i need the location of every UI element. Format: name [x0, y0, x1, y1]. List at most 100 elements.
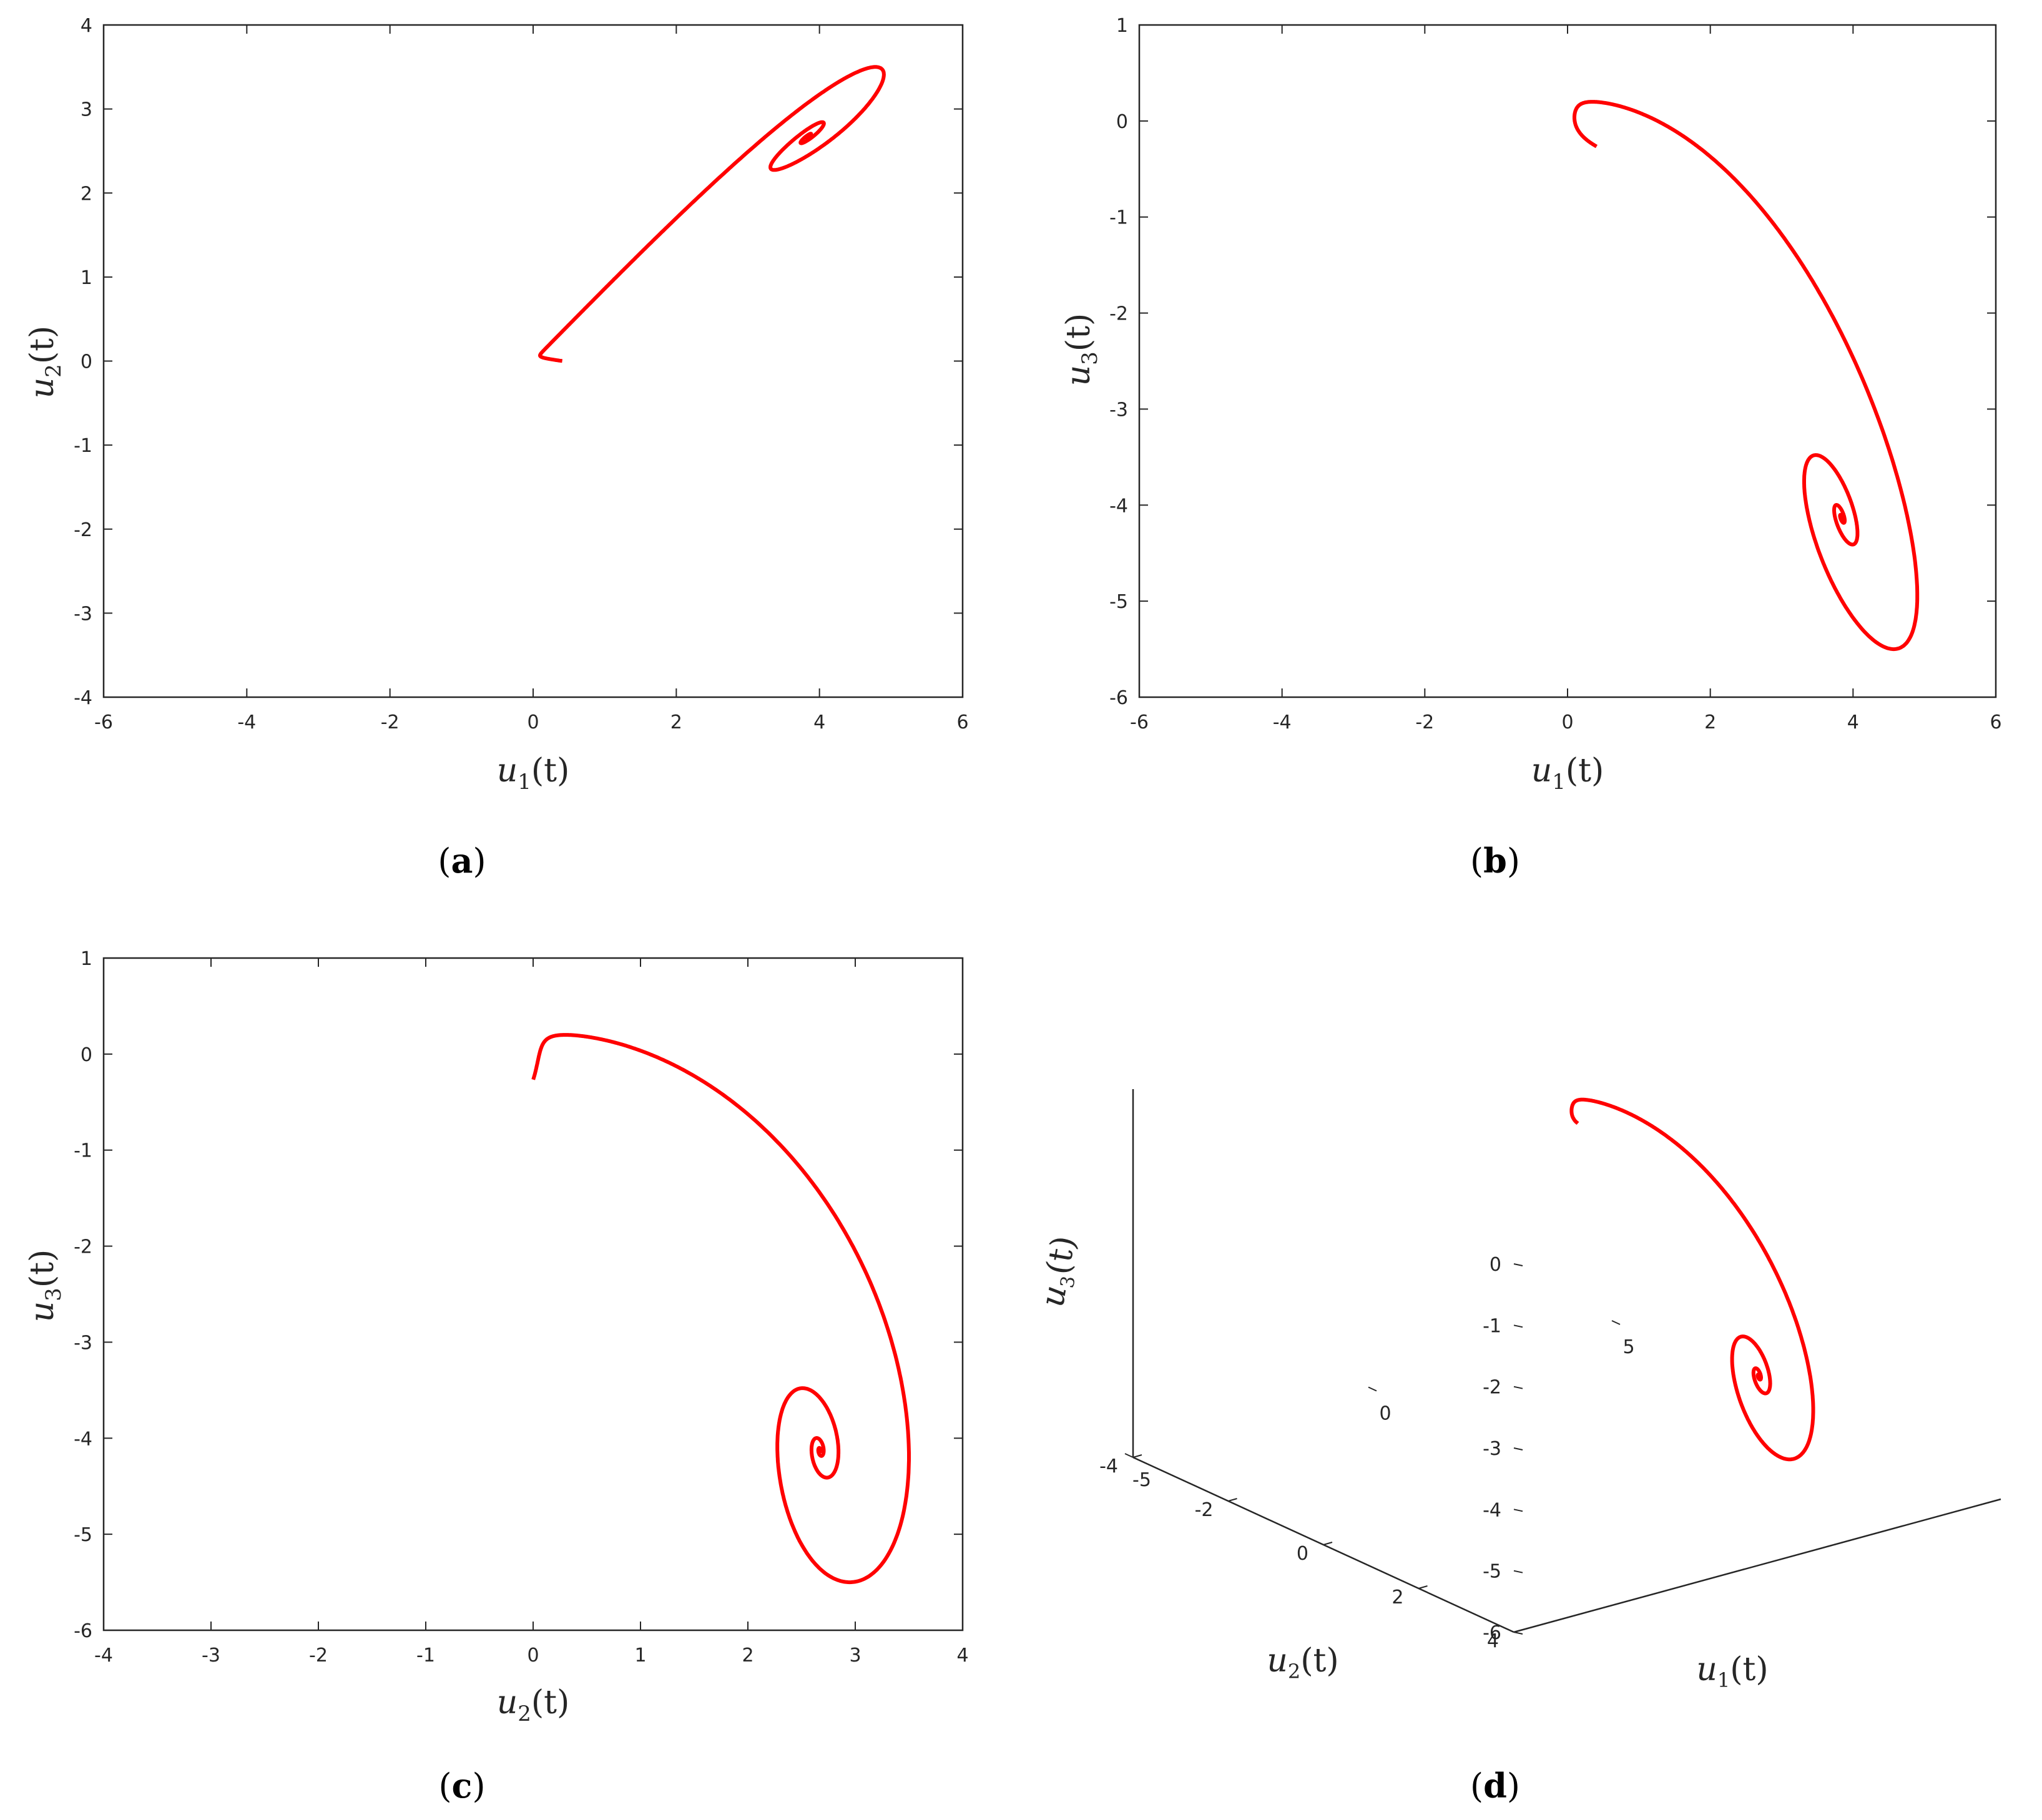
- y-tick-label-a-0: -4: [74, 687, 92, 709]
- y-tick-label-a-7: 3: [81, 99, 92, 121]
- y-axis-label-a: u2(t): [24, 326, 66, 399]
- axes-box-a: [102, 24, 964, 698]
- y-tick-label-c-4: -2: [74, 1236, 92, 1258]
- x-tick-label-c-8: 4: [956, 1645, 968, 1666]
- x-tick-label-c-2: -2: [309, 1645, 328, 1666]
- y-tick-label-b-7: 1: [1116, 15, 1128, 37]
- trajectory-path-a: [538, 65, 886, 363]
- z-tick-label-d-6: 0: [1490, 1254, 1501, 1276]
- y-axis-label-c: u3(t): [24, 1250, 66, 1323]
- y-tick-label-c-2: -4: [74, 1428, 92, 1450]
- u2-tick-d-2: [1323, 1542, 1333, 1545]
- y-tick-label-a-1: -3: [74, 603, 92, 625]
- x-tick-label-c-5: 1: [634, 1645, 646, 1666]
- u2-tick-d-3: [1418, 1585, 1428, 1589]
- x-tick-label-a-0: -6: [94, 712, 113, 733]
- u1-tick-label-d-2: 5: [1622, 1336, 1634, 1358]
- y-tick-label-b-1: -5: [1109, 591, 1128, 613]
- trajectory-line-b: [1573, 100, 1920, 652]
- z-tick-label-d-5: -1: [1483, 1315, 1501, 1337]
- x-tick-label-a-3: 0: [527, 712, 539, 733]
- y-tick-label-b-3: -3: [1109, 399, 1128, 421]
- x-tick-label-a-2: -2: [381, 712, 400, 733]
- panel-label-a: (a): [438, 841, 486, 881]
- u2-tick-label-d-3: 2: [1392, 1587, 1403, 1608]
- trajectory-path-b: [1573, 100, 1920, 652]
- y-tick-label-a-3: -1: [74, 435, 92, 457]
- panel-c: -4 -3 -2 -1 0 1 2 3 4-6-5-4-3-2-101 u2(t) u3(t) …: [24, 948, 969, 1806]
- z-tick-label-d-3: -3: [1483, 1438, 1501, 1460]
- y-tick-label-a-5: 1: [81, 267, 92, 289]
- axis3d-u1: [1513, 1498, 2001, 1633]
- panel-label-b: (b): [1470, 841, 1520, 881]
- ticks-b: -6 -4 -2 0 2 4 6 -6 -5 -4 -3 -2 -1 0 1: [1109, 15, 2001, 733]
- x-tick-label-a-6: 6: [956, 712, 968, 733]
- y-tick-label-a-8: 4: [81, 15, 92, 37]
- ticks-c: -4 -3 -2 -1 0 1 2 3 4 -6 -5 -4 -3 -2 -1 0 1: [74, 948, 968, 1666]
- z-tick-label-d-1: -5: [1483, 1561, 1501, 1583]
- y-tick-label-c-5: -1: [74, 1140, 92, 1162]
- x-tick-label-c-7: 3: [849, 1645, 861, 1666]
- z-tick-d-3: [1513, 1447, 1523, 1451]
- y-tick-label-b-5: -1: [1109, 207, 1128, 229]
- ticks-d: -6 -5 -4 -3 -2 -1 0 -4 -2 0 2 4 -5 0 5: [1099, 1254, 1634, 1652]
- y-tick-label-c-3: -3: [74, 1332, 92, 1354]
- u2-tick-d-0: [1132, 1454, 1142, 1458]
- x-tick-label-b-6: 6: [1990, 712, 2001, 733]
- x-axis-label-c: u2(t): [497, 1684, 570, 1726]
- z-tick-label-d-0: -6: [1483, 1622, 1501, 1644]
- z-tick-d-1: [1513, 1570, 1523, 1573]
- trajectory-line-c: [531, 1033, 911, 1585]
- u1-axis-label-d: u1(t): [1696, 1651, 1768, 1692]
- u2-tick-label-d-0: -4: [1099, 1456, 1118, 1477]
- z-tick-d-2: [1513, 1509, 1523, 1512]
- y-tick-label-c-1: -5: [74, 1524, 92, 1546]
- x-tick-label-c-6: 2: [742, 1645, 753, 1666]
- z-tick-label-d-2: -4: [1483, 1499, 1501, 1521]
- y-tick-label-b-0: -6: [1109, 687, 1128, 709]
- x-tick-label-a-1: -4: [237, 712, 256, 733]
- trajectory-path-d: [1569, 1097, 1815, 1462]
- y-tick-label-a-4: 0: [81, 351, 92, 373]
- y-tick-label-a-2: -2: [74, 519, 92, 541]
- x-tick-label-c-0: -4: [94, 1645, 113, 1666]
- z-tick-d-6: [1513, 1263, 1523, 1266]
- u1-tick-d-1: [1368, 1386, 1377, 1392]
- x-tick-label-c-4: 0: [527, 1645, 539, 1666]
- trajectory-line-a: [538, 65, 886, 363]
- panel-label-c: (c): [438, 1766, 485, 1806]
- y-tick-label-c-6: 0: [81, 1044, 92, 1066]
- y-tick-label-b-4: -2: [1109, 303, 1128, 325]
- axes-box-b: [1138, 24, 1997, 698]
- x-tick-label-b-4: 2: [1704, 712, 1716, 733]
- trajectory-path-c: [531, 1033, 911, 1585]
- x-tick-label-b-2: -2: [1415, 712, 1434, 733]
- axes-box-c: [102, 957, 964, 1632]
- y-tick-label-b-6: 0: [1116, 111, 1128, 133]
- u1-tick-d-2: [1611, 1320, 1621, 1325]
- x-tick-label-c-1: -3: [202, 1645, 220, 1666]
- u2-tick-label-d-4: 4: [1487, 1630, 1499, 1652]
- u2-tick-label-d-1: -2: [1195, 1499, 1214, 1521]
- trajectory-line-d: [1569, 1097, 1815, 1462]
- panel-d: -6 -5 -4 -3 -2 -1 0 -4 -2 0 2 4 -5 0 5 u3(t) u2(t) u1(…: [1034, 1089, 2001, 1806]
- y-tick-label-b-2: -4: [1109, 495, 1128, 517]
- x-tick-label-c-3: -1: [416, 1645, 435, 1666]
- u2-tick-label-d-2: 0: [1297, 1543, 1308, 1565]
- x-tick-label-b-3: 0: [1561, 712, 1573, 733]
- x-tick-label-a-4: 2: [670, 712, 682, 733]
- u1-tick-label-d-0: -5: [1132, 1469, 1151, 1491]
- y-tick-label-c-7: 1: [81, 948, 92, 970]
- panel-b: -6 -4 -2 0 2 4 6 -6 -5 -4 -3 -2 -1 0 1 u1(t) u3(t) (b): [1060, 15, 2002, 881]
- y-tick-label-a-6: 2: [81, 183, 92, 205]
- u2-tick-d-4: [1513, 1629, 1523, 1633]
- u2-axis-label-d: u2(t): [1267, 1642, 1338, 1683]
- z-tick-label-d-4: -2: [1483, 1377, 1501, 1399]
- x-tick-label-b-5: 4: [1847, 712, 1859, 733]
- x-axis-label-a: u1(t): [497, 752, 570, 795]
- z-tick-d-0: [1513, 1632, 1523, 1635]
- panel-label-d: (d): [1470, 1766, 1520, 1806]
